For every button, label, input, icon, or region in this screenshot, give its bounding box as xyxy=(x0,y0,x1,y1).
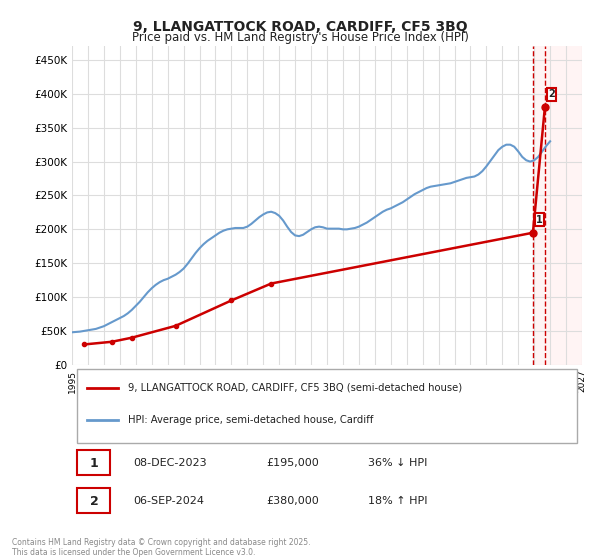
Text: 2: 2 xyxy=(89,494,98,508)
Text: 36% ↓ HPI: 36% ↓ HPI xyxy=(368,458,427,468)
Text: 1: 1 xyxy=(89,456,98,469)
Text: 1: 1 xyxy=(536,214,543,225)
Text: 08-DEC-2023: 08-DEC-2023 xyxy=(133,458,207,468)
FancyBboxPatch shape xyxy=(77,369,577,442)
Text: 06-SEP-2024: 06-SEP-2024 xyxy=(133,496,204,506)
Text: Price paid vs. HM Land Registry's House Price Index (HPI): Price paid vs. HM Land Registry's House … xyxy=(131,31,469,44)
Text: HPI: Average price, semi-detached house, Cardiff: HPI: Average price, semi-detached house,… xyxy=(128,416,373,426)
Text: 9, LLANGATTOCK ROAD, CARDIFF, CF5 3BQ (semi-detached house): 9, LLANGATTOCK ROAD, CARDIFF, CF5 3BQ (s… xyxy=(128,382,462,393)
Bar xyxy=(533,46,582,365)
Text: 18% ↑ HPI: 18% ↑ HPI xyxy=(368,496,427,506)
FancyBboxPatch shape xyxy=(77,450,110,475)
FancyBboxPatch shape xyxy=(77,488,110,513)
Text: £380,000: £380,000 xyxy=(266,496,319,506)
Text: 9, LLANGATTOCK ROAD, CARDIFF, CF5 3BQ: 9, LLANGATTOCK ROAD, CARDIFF, CF5 3BQ xyxy=(133,20,467,34)
Text: 2: 2 xyxy=(548,89,555,99)
Text: Contains HM Land Registry data © Crown copyright and database right 2025.
This d: Contains HM Land Registry data © Crown c… xyxy=(12,538,311,557)
Text: £195,000: £195,000 xyxy=(266,458,319,468)
